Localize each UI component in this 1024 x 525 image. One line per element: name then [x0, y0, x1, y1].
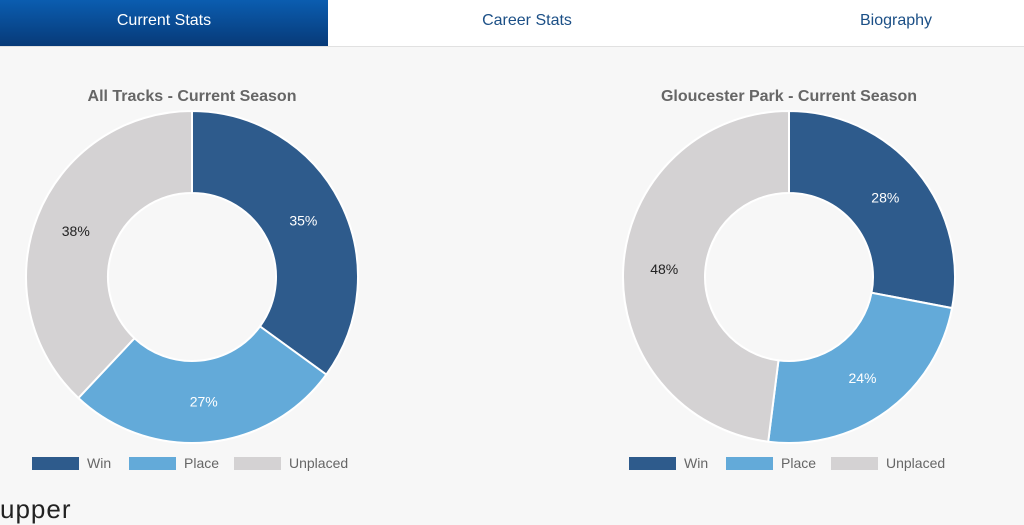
- legend-swatch-place: [726, 456, 773, 470]
- donut-segment-unplaced[interactable]: [25, 109, 193, 400]
- data-label-place: 27%: [190, 393, 218, 409]
- legend-label-place: Place: [781, 455, 817, 471]
- chart-title: Gloucester Park - Current Season: [660, 88, 918, 105]
- legend-label-win: Win: [684, 455, 709, 471]
- legend-item-place[interactable]: Place: [726, 454, 816, 472]
- tab-bar: Current Stats Career Stats Biography: [0, 0, 1024, 47]
- tab-biography[interactable]: Biography: [859, 12, 933, 29]
- donut-segment-win[interactable]: [788, 109, 956, 310]
- donut-segment-unplaced[interactable]: [622, 109, 790, 443]
- legend-item-win[interactable]: Win: [32, 454, 111, 472]
- legend-swatch-place: [129, 456, 176, 470]
- legend-swatch-win: [32, 456, 79, 470]
- chart-title: All Tracks - Current Season: [87, 88, 297, 105]
- legend-item-unplaced[interactable]: Unplaced: [234, 454, 348, 472]
- chart-legend: Win Place Unplaced: [32, 454, 372, 472]
- donut-segment-win[interactable]: [191, 109, 359, 376]
- tab-current-stats[interactable]: Current Stats: [0, 0, 328, 46]
- legend-item-unplaced[interactable]: Unplaced: [831, 454, 945, 472]
- legend-swatch-unplaced: [831, 456, 878, 470]
- legend-swatch-win: [629, 456, 676, 470]
- data-label-win: 35%: [289, 212, 317, 228]
- tab-career-stats[interactable]: Career Stats: [482, 12, 572, 29]
- donut-chart-gloucester-park: 28% 24% 48%: [622, 109, 956, 444]
- donut-segment-place[interactable]: [76, 324, 328, 444]
- legend-label-unplaced: Unplaced: [886, 455, 946, 471]
- data-label-place: 24%: [848, 370, 876, 386]
- legend-item-win[interactable]: Win: [629, 454, 708, 472]
- legend-label-place: Place: [184, 455, 220, 471]
- legend-item-place[interactable]: Place: [129, 454, 219, 472]
- donut-segment-place[interactable]: [767, 291, 954, 444]
- legend-label-win: Win: [87, 455, 112, 471]
- section-heading-partial: upper: [0, 494, 72, 524]
- chart-legend: Win Place Unplaced: [629, 454, 969, 472]
- donut-chart-all-tracks: 35% 27% 38%: [25, 109, 359, 444]
- data-label-unplaced: 48%: [650, 261, 678, 277]
- data-label-unplaced: 38%: [62, 223, 90, 239]
- legend-label-unplaced: Unplaced: [289, 455, 349, 471]
- data-label-win: 28%: [871, 189, 899, 205]
- legend-swatch-unplaced: [234, 456, 281, 470]
